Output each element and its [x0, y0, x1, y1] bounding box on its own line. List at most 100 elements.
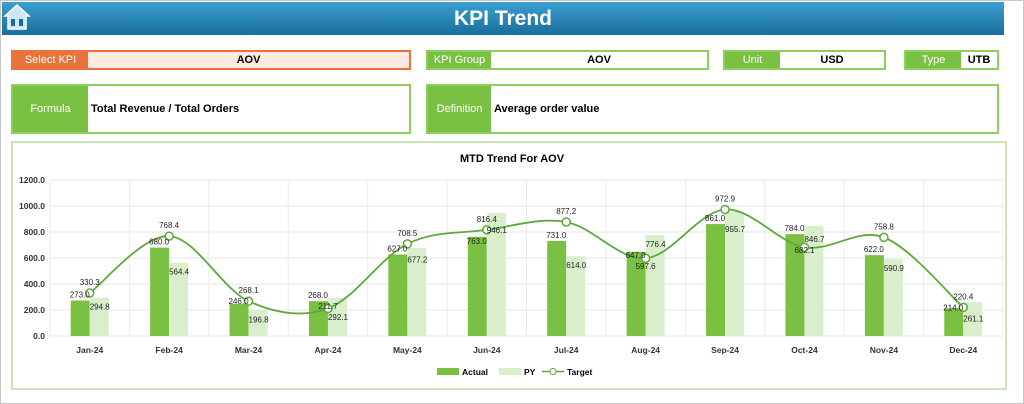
- actual-data-label: 622.0: [864, 245, 885, 254]
- y-tick-label: 600.0: [24, 253, 46, 263]
- target-data-label: 758.8: [874, 222, 895, 231]
- actual-data-label: 268.0: [308, 291, 329, 300]
- actual-bar: [706, 224, 726, 336]
- x-tick-label: Sep-24: [711, 345, 739, 355]
- definition-label: Definition: [428, 86, 491, 132]
- actual-bar: [388, 254, 408, 336]
- y-tick-label: 800.0: [24, 227, 46, 237]
- target-marker: [84, 288, 95, 298]
- py-bar: [89, 297, 109, 336]
- kpi-group-value: AOV: [587, 54, 611, 66]
- type-value: UTB: [967, 54, 991, 66]
- target-data-label: 816.4: [477, 215, 498, 224]
- actual-bar: [944, 308, 964, 336]
- py-bar: [645, 235, 665, 336]
- target-marker: [879, 232, 889, 243]
- py-bar: [725, 211, 745, 336]
- legend-target-marker: [549, 368, 557, 375]
- py-bar: [963, 302, 983, 336]
- py-data-label: 614.0: [566, 261, 587, 270]
- target-line: [89, 208, 964, 315]
- py-data-label: 196.8: [249, 315, 270, 324]
- py-bar: [169, 262, 189, 336]
- actual-data-label: 647.0: [626, 251, 647, 260]
- home-icon[interactable]: [2, 2, 32, 32]
- target-marker: [482, 225, 492, 235]
- target-data-label: 330.3: [80, 278, 101, 287]
- py-bar: [327, 298, 347, 336]
- x-tick-label: Aug-24: [631, 345, 660, 355]
- y-tick-label: 400.0: [24, 279, 46, 289]
- select-kpi-value[interactable]: AOV: [236, 54, 261, 66]
- y-tick-label: 0.0: [33, 331, 45, 341]
- x-tick-label: Mar-24: [235, 345, 263, 355]
- py-data-label: 846.7: [804, 235, 825, 244]
- target-data-label: 682.1: [794, 246, 815, 255]
- target-data-label: 268.1: [239, 286, 260, 295]
- actual-bar: [864, 255, 884, 336]
- py-bar: [883, 259, 903, 336]
- actual-data-label: 627.0: [387, 244, 408, 253]
- definition-field: Definition Average order value: [426, 84, 999, 134]
- select-kpi-dropdown[interactable]: Select KPI AOV: [11, 50, 411, 70]
- target-marker: [323, 303, 333, 314]
- actual-data-label: 763.0: [467, 237, 488, 246]
- unit-label: Unit: [725, 52, 780, 68]
- unit-value: USD: [820, 54, 844, 66]
- target-data-label: 708.5: [397, 229, 418, 238]
- y-tick-label: 1000.0: [19, 201, 45, 211]
- page-title: KPI Trend: [453, 7, 553, 30]
- target-data-label: 597.6: [636, 262, 657, 271]
- type-label: Type: [906, 52, 961, 68]
- x-tick-label: Oct-24: [791, 345, 818, 355]
- formula-field: Formula Total Revenue / Total Orders: [11, 84, 411, 134]
- x-tick-label: May-24: [393, 345, 422, 355]
- unit-field: Unit USD: [723, 50, 886, 70]
- type-field: Type UTB: [904, 50, 999, 70]
- header-bar: KPI Trend: [2, 2, 1004, 35]
- actual-data-label: 680.0: [149, 238, 170, 247]
- select-kpi-label: Select KPI: [13, 52, 88, 68]
- kpi-group-label: KPI Group: [428, 52, 491, 68]
- actual-bar: [467, 236, 487, 336]
- target-marker: [402, 239, 413, 249]
- x-tick-label: Jul-24: [554, 345, 579, 355]
- py-data-label: 776.4: [646, 240, 667, 249]
- actual-data-label: 246.0: [229, 297, 250, 306]
- target-data-label: 877.2: [556, 207, 577, 216]
- target-data-label: 211.7: [318, 302, 338, 311]
- actual-data-label: 784.0: [784, 224, 805, 233]
- target-marker: [958, 302, 969, 313]
- target-data-label: 220.4: [953, 292, 974, 301]
- py-data-label: 677.2: [407, 255, 428, 264]
- legend-actual-swatch: [437, 368, 459, 375]
- x-tick-label: Apr-24: [314, 345, 341, 355]
- formula-label: Formula: [13, 86, 88, 132]
- actual-data-label: 861.0: [705, 214, 726, 223]
- py-bar: [804, 225, 824, 336]
- py-data-label: 294.8: [90, 303, 111, 312]
- kpi-group-field: KPI Group AOV: [426, 50, 709, 70]
- actual-bar: [785, 234, 805, 336]
- py-bar: [407, 247, 427, 336]
- legend-actual-label: Actual: [462, 367, 488, 377]
- actual-bar: [547, 240, 567, 336]
- y-tick-label: 200.0: [24, 305, 46, 315]
- py-bar: [248, 310, 268, 336]
- chart-panel: [11, 141, 1007, 390]
- actual-bar: [70, 300, 90, 336]
- definition-value: Average order value: [494, 103, 600, 115]
- py-data-label: 564.4: [169, 268, 190, 277]
- target-data-label: 768.4: [159, 221, 180, 230]
- legend-py-swatch: [499, 368, 521, 375]
- legend-py-label: PY: [524, 367, 536, 377]
- x-tick-label: Dec-24: [949, 345, 977, 355]
- target-marker: [164, 231, 174, 241]
- target-marker: [561, 217, 571, 227]
- x-tick-label: Nov-24: [870, 345, 899, 355]
- py-data-label: 292.1: [328, 313, 349, 322]
- target-marker: [799, 242, 810, 253]
- py-data-label: 261.1: [963, 314, 984, 323]
- x-tick-label: Feb-24: [155, 345, 183, 355]
- actual-data-label: 273.0: [70, 291, 91, 300]
